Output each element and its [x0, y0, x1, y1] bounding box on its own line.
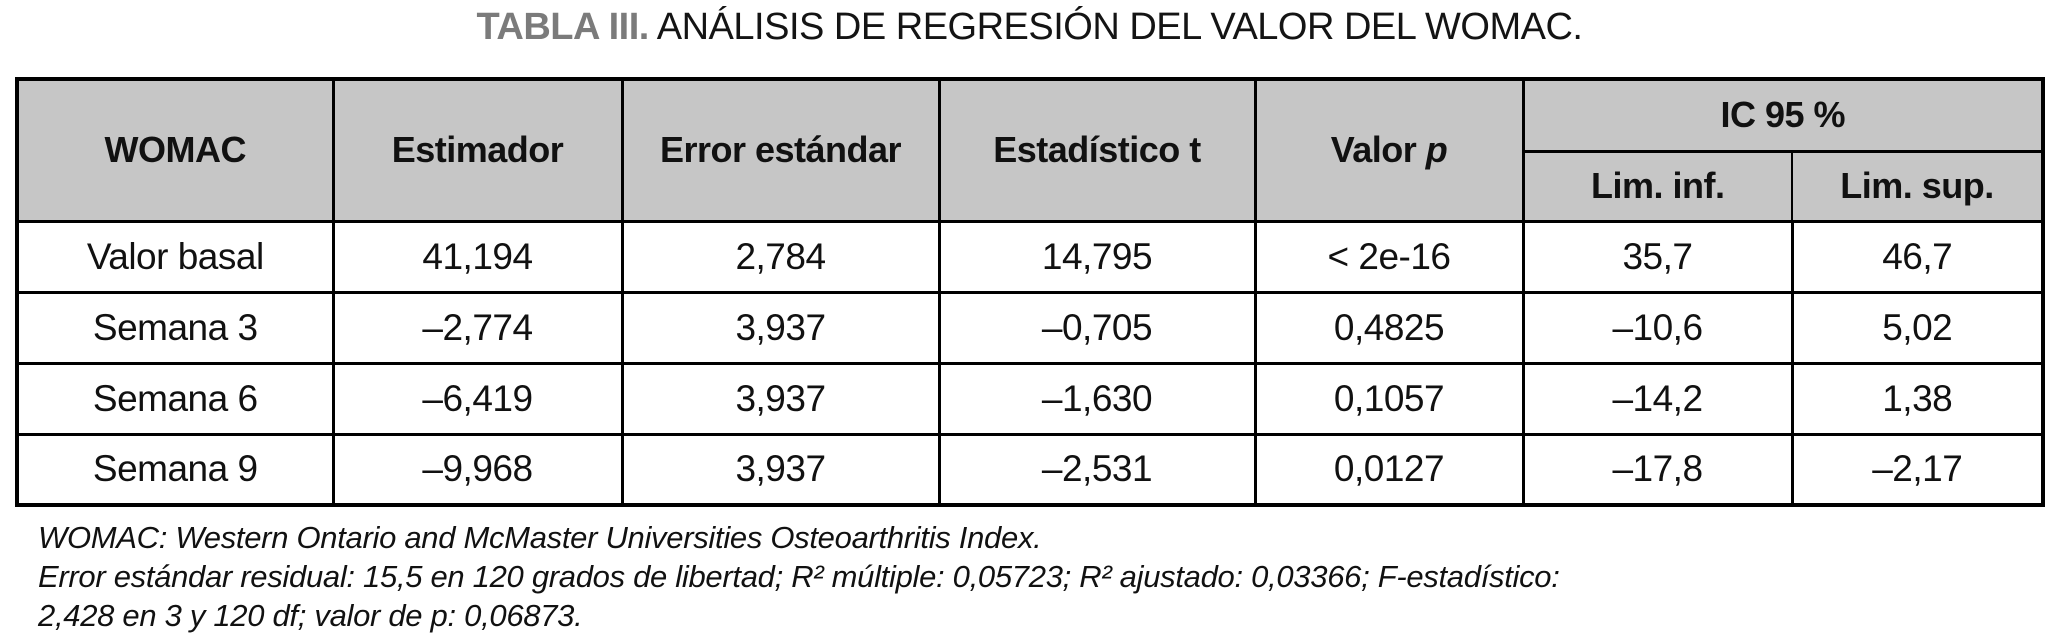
cell-label: Semana 6	[15, 361, 335, 436]
cell-lim-inf: –10,6	[1521, 290, 1794, 365]
cell-label: Semana 9	[15, 432, 335, 507]
footnote-model-stats-line2: 2,428 en 3 y 120 df; valor de p: 0,06873…	[38, 598, 583, 633]
cell-estimador: –9,968	[331, 432, 624, 507]
cell-estadistico-t: –2,531	[937, 432, 1257, 507]
cell-lim-sup: 1,38	[1790, 361, 2045, 436]
cell-label: Semana 3	[15, 290, 335, 365]
table-row-semana-6: Semana 6 –6,419 3,937 –1,630 0,1057 –14,…	[15, 361, 2045, 436]
cell-error-estandar: 2,784	[620, 219, 941, 294]
header-ic-95: IC 95 %	[1521, 77, 2045, 152]
regression-table: WOMAC Estimador Error estándar Estadísti…	[15, 77, 2045, 507]
header-lim-sup: Lim. sup.	[1791, 149, 2045, 223]
valor-p-label: Valor	[1330, 129, 1417, 171]
header-valor-p: Valor p	[1253, 77, 1525, 223]
cell-error-estandar: 3,937	[620, 361, 941, 436]
cell-valor-p: 0,4825	[1253, 290, 1525, 365]
cell-estimador: 41,194	[331, 219, 624, 294]
cell-estadistico-t: –0,705	[937, 290, 1257, 365]
cell-error-estandar: 3,937	[620, 432, 941, 507]
header-error-estandar: Error estándar	[620, 77, 941, 223]
footnote-model-stats-line1: Error estándar residual: 15,5 en 120 gra…	[38, 559, 1560, 594]
header-estimador: Estimador	[331, 77, 624, 223]
cell-error-estandar: 3,937	[620, 290, 941, 365]
page-title: TABLA III. ANÁLISIS DE REGRESIÓN DEL VAL…	[0, 6, 2059, 49]
table-row-valor-basal: Valor basal 41,194 2,784 14,795 < 2e-16 …	[15, 219, 2045, 294]
header-estadistico-t: Estadístico t	[937, 77, 1257, 223]
cell-estimador: –6,419	[331, 361, 624, 436]
cell-lim-sup: –2,17	[1790, 432, 2045, 507]
valor-p-symbol: p	[1425, 129, 1448, 171]
cell-lim-sup: 5,02	[1790, 290, 2045, 365]
cell-estimador: –2,774	[331, 290, 624, 365]
cell-estadistico-t: 14,795	[937, 219, 1257, 294]
cell-lim-inf: 35,7	[1521, 219, 1794, 294]
cell-label: Valor basal	[15, 219, 335, 294]
header-row-sub: Lim. inf. Lim. sup.	[17, 149, 2045, 223]
table-row-semana-3: Semana 3 –2,774 3,937 –0,705 0,4825 –10,…	[15, 290, 2045, 365]
table-number-label: TABLA III.	[476, 6, 650, 48]
header-womac: WOMAC	[15, 77, 335, 223]
cell-lim-inf: –14,2	[1521, 361, 1794, 436]
cell-valor-p: 0,0127	[1253, 432, 1525, 507]
header-row-top: WOMAC Estimador Error estándar Estadísti…	[15, 77, 2045, 223]
footnotes: WOMAC: Western Ontario and McMaster Univ…	[38, 518, 2028, 635]
cell-lim-inf: –17,8	[1521, 432, 1794, 507]
header-lim-inf: Lim. inf.	[1521, 149, 1793, 223]
table-row-semana-9: Semana 9 –9,968 3,937 –2,531 0,0127 –17,…	[15, 432, 2045, 507]
cell-valor-p: 0,1057	[1253, 361, 1525, 436]
table-title-text: ANÁLISIS DE REGRESIÓN DEL VALOR DEL WOMA…	[648, 6, 1583, 48]
cell-lim-sup: 46,7	[1790, 219, 2045, 294]
cell-estadistico-t: –1,630	[937, 361, 1257, 436]
footnote-abbreviation: WOMAC: Western Ontario and McMaster Univ…	[38, 520, 1042, 555]
cell-valor-p: < 2e-16	[1253, 219, 1525, 294]
